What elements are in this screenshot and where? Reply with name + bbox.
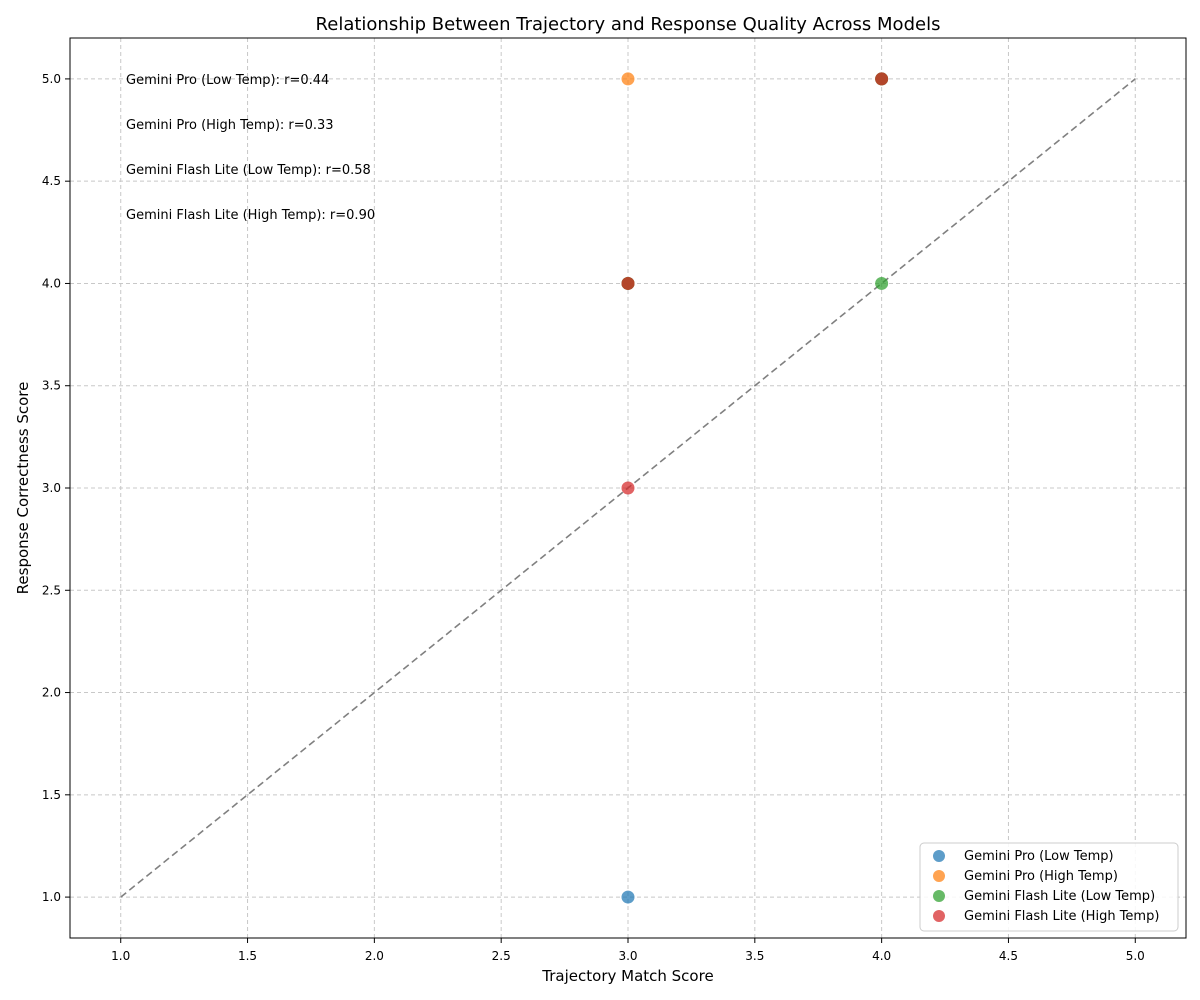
data-point: [621, 72, 635, 86]
data-point: [621, 481, 635, 495]
x-axis-ticks: 1.0 1.5 2.0 2.5 3.0 3.5 4.0 4.5 5.0: [111, 938, 1145, 963]
y-axis-title: Response Correctness Score: [14, 382, 32, 595]
legend-marker: [933, 890, 945, 902]
x-tick-label: 1.0: [111, 949, 130, 963]
data-point: [621, 890, 635, 904]
legend-marker: [933, 850, 945, 862]
y-tick-label: 2.0: [42, 686, 61, 700]
y-tick-label: 3.5: [42, 379, 61, 393]
chart-title: Relationship Between Trajectory and Resp…: [316, 14, 941, 35]
legend-box: [919, 842, 1179, 932]
data-point: [875, 276, 889, 290]
x-tick-label: 5.0: [1126, 949, 1145, 963]
y-tick-label: 2.5: [42, 583, 61, 597]
annotation-flash-lite-high: Gemini Flash Lite (High Temp): r=0.90: [126, 208, 375, 223]
legend-label: Gemini Pro (High Temp): [964, 869, 1118, 884]
data-point: [875, 72, 889, 86]
legend-marker: [933, 870, 945, 882]
legend: Gemini Pro (Low Temp) Gemini Pro (High T…: [919, 842, 1179, 932]
legend-marker: [933, 910, 945, 922]
grid: [70, 38, 1186, 938]
y-tick-label: 4.5: [42, 174, 61, 188]
x-tick-label: 3.0: [618, 949, 637, 963]
y-tick-label: 1.0: [42, 890, 61, 904]
x-tick-label: 2.5: [492, 949, 511, 963]
x-tick-label: 1.5: [238, 949, 257, 963]
y-tick-label: 5.0: [42, 72, 61, 86]
y-tick-label: 3.0: [42, 481, 61, 495]
x-tick-label: 4.5: [999, 949, 1018, 963]
x-tick-label: 4.0: [872, 949, 891, 963]
annotation-gemini-pro-high: Gemini Pro (High Temp): r=0.33: [126, 118, 334, 133]
x-tick-label: 2.0: [365, 949, 384, 963]
annotation-flash-lite-low: Gemini Flash Lite (Low Temp): r=0.58: [126, 163, 371, 178]
y-tick-label: 1.5: [42, 788, 61, 802]
legend-label: Gemini Flash Lite (Low Temp): [964, 889, 1155, 904]
y-tick-label: 4.0: [42, 276, 61, 290]
correlation-annotations: Gemini Pro (Low Temp): r=0.44 Gemini Pro…: [126, 73, 375, 223]
legend-label: Gemini Flash Lite (High Temp): [964, 909, 1159, 924]
x-axis-title: Trajectory Match Score: [541, 967, 713, 985]
legend-label: Gemini Pro (Low Temp): [964, 849, 1114, 864]
x-tick-label: 3.5: [745, 949, 764, 963]
data-point: [621, 276, 635, 290]
points-layer: [621, 72, 889, 904]
annotation-gemini-pro-low: Gemini Pro (Low Temp): r=0.44: [126, 73, 329, 88]
y-axis-ticks: 1.0 1.5 2.0 2.5 3.0 3.5 4.0 4.5 5.0: [42, 72, 70, 904]
